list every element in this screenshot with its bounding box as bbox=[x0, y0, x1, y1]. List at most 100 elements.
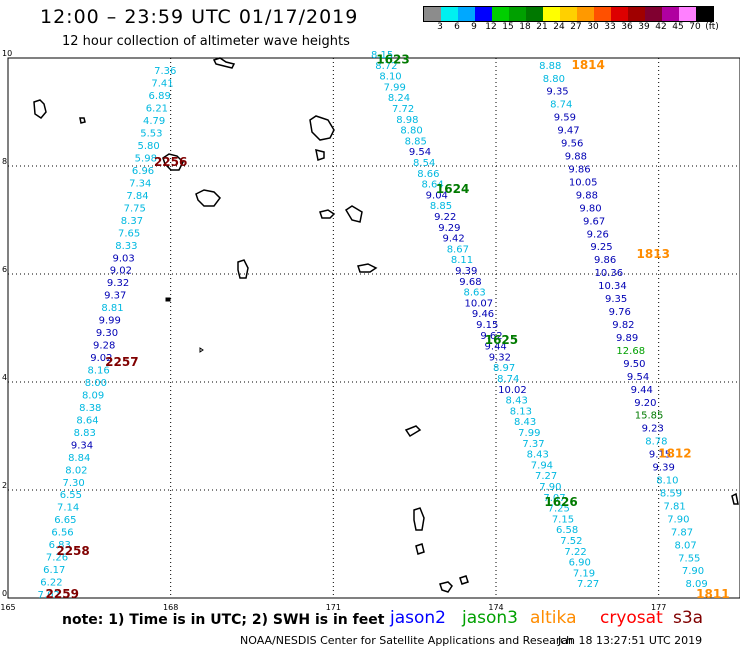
color-scale-swatch bbox=[424, 7, 441, 21]
altika-wave-height: 9.50 bbox=[623, 359, 645, 370]
jason3-wave-height: 9.44 bbox=[485, 342, 507, 353]
jason3-wave-height: 8.54 bbox=[413, 158, 435, 169]
pass-time-label: 1626 bbox=[544, 495, 577, 509]
jason3-wave-height: 9.29 bbox=[438, 223, 460, 234]
jason3-wave-height: 8.67 bbox=[447, 244, 469, 255]
jason2-wave-height: 9.28 bbox=[93, 341, 115, 352]
islands bbox=[33, 57, 739, 593]
jason2-wave-height: 7.84 bbox=[126, 191, 148, 202]
color-scale-label: 33 bbox=[604, 22, 616, 32]
island-outline bbox=[344, 205, 363, 223]
altika-wave-height: 9.25 bbox=[590, 242, 612, 253]
jason2-wave-height: 8.33 bbox=[115, 241, 137, 252]
jason2-wave-height: 6.65 bbox=[54, 515, 76, 526]
jason3-wave-height: 8.74 bbox=[497, 374, 519, 385]
altika-wave-height: 9.86 bbox=[568, 164, 590, 175]
jason3-wave-height: 8.80 bbox=[400, 126, 422, 137]
legend-jason2: jason2 bbox=[390, 608, 446, 628]
longitude-tick-label: 177 bbox=[651, 603, 666, 612]
color-scale-swatch bbox=[458, 7, 475, 21]
jason3-wave-height: 8.85 bbox=[405, 136, 427, 147]
island-outline bbox=[33, 99, 47, 119]
jason2-wave-height: 7.26 bbox=[46, 553, 68, 564]
color-scale-labels: 3 6 9 12 15 18 21 24 27 30 33 36 39 42 45 70 (ft) bbox=[423, 22, 740, 34]
altika-wave-height: 8.88 bbox=[539, 61, 561, 72]
color-scale-swatch bbox=[441, 7, 458, 21]
longitude-tick-label: 168 bbox=[163, 603, 178, 612]
jason2-wave-height: 8.38 bbox=[79, 403, 101, 414]
jason3-wave-height: 9.15 bbox=[476, 320, 498, 331]
color-scale-label: 18 bbox=[519, 22, 531, 32]
altika-wave-height: 8.78 bbox=[645, 437, 667, 448]
jason2-wave-height: 8.84 bbox=[68, 453, 90, 464]
jason2-wave-height: 7.65 bbox=[118, 228, 140, 239]
altika-wave-height: 9.47 bbox=[557, 126, 579, 137]
jason2-wave-height: 9.02 bbox=[90, 353, 112, 364]
color-scale-swatch bbox=[611, 7, 628, 21]
jason3-wave-height: 8.43 bbox=[514, 417, 536, 428]
jason3-wave-height: 7.72 bbox=[392, 104, 414, 115]
jason3-wave-height: 7.27 bbox=[535, 471, 557, 482]
legend-altika: altika bbox=[530, 608, 577, 628]
color-scale-swatch bbox=[662, 7, 679, 21]
color-scale-label: 6 bbox=[454, 22, 460, 32]
altika-wave-height: 9.44 bbox=[631, 385, 653, 396]
color-scale-swatch bbox=[594, 7, 611, 21]
pass-time-label: 1814 bbox=[571, 58, 604, 72]
color-scale-swatch bbox=[679, 7, 696, 21]
altika-wave-height: 8.74 bbox=[550, 100, 572, 111]
altika-wave-height: 9.35 bbox=[605, 294, 627, 305]
jason2-wave-height: 9.99 bbox=[99, 316, 121, 327]
jason2-wave-height: 7.02 bbox=[38, 590, 60, 601]
jason3-wave-height: 8.98 bbox=[396, 115, 418, 126]
plot-frame bbox=[7, 57, 740, 599]
altika-wave-height: 9.39 bbox=[653, 463, 675, 474]
latitude-tick-label: 8 bbox=[2, 157, 7, 166]
latitude-tick-label: 2 bbox=[2, 481, 7, 490]
jason2-wave-height: 6.17 bbox=[43, 565, 65, 576]
altika-wave-height: 8.10 bbox=[656, 476, 678, 487]
island-outline bbox=[413, 507, 425, 531]
jason3-wave-height: 7.90 bbox=[539, 482, 561, 493]
longitude-tick-label: 165 bbox=[0, 603, 15, 612]
jason3-wave-height: 8.85 bbox=[430, 201, 452, 212]
jason2-wave-height: 6.22 bbox=[40, 578, 62, 589]
graticule-grid: 165 168 171 174 177 0 2 4 6 8 10 bbox=[0, 49, 740, 612]
legend-cryosat: cryosat bbox=[600, 608, 663, 628]
altika-wave-height: 9.35 bbox=[546, 87, 568, 98]
pass-time-label: 2257 bbox=[105, 355, 138, 369]
island-outline bbox=[357, 263, 378, 273]
color-scale-label: 70 bbox=[689, 22, 701, 32]
jason2-wave-height: 5.80 bbox=[137, 141, 159, 152]
legend-s3a: s3a bbox=[673, 608, 704, 628]
jason2-wave-height: 7.34 bbox=[129, 178, 151, 189]
jason3-wave-height: 7.52 bbox=[560, 536, 582, 547]
color-scale-label: 30 bbox=[587, 22, 599, 32]
latitude-tick-label: 10 bbox=[2, 49, 12, 58]
altika-wave-height: 12.68 bbox=[616, 346, 645, 357]
jason2-wave-height: 8.81 bbox=[101, 303, 123, 314]
color-scale-swatch bbox=[696, 7, 713, 21]
jason2-wave-height: 8.37 bbox=[121, 216, 143, 227]
page-subtitle: 12 hour collection of altimeter wave hei… bbox=[62, 34, 350, 49]
jason3-wave-height: 8.11 bbox=[451, 255, 473, 266]
color-scale-label: 39 bbox=[638, 22, 650, 32]
generation-timestamp: Jan 18 13:27:51 UTC 2019 bbox=[558, 634, 703, 647]
island-outline bbox=[165, 297, 171, 302]
island-outline bbox=[237, 259, 249, 279]
jason2-wave-height: 9.32 bbox=[107, 278, 129, 289]
island-outline bbox=[731, 492, 739, 505]
color-scale-swatch bbox=[526, 7, 543, 21]
latitude-tick-label: 6 bbox=[2, 265, 7, 274]
jason2-wave-height: 8.02 bbox=[65, 465, 87, 476]
altika-wave-height: 8.09 bbox=[685, 579, 707, 590]
pass-time-labels: 2256 2257 2258 2259 1623 1624 1625 1626 1814 1813… bbox=[46, 52, 730, 601]
jason3-wave-height: 7.07 bbox=[543, 493, 565, 504]
island-outline bbox=[404, 425, 422, 438]
color-scale-swatch bbox=[492, 7, 509, 21]
jason3-wave-height: 8.10 bbox=[379, 72, 401, 83]
color-scale-swatch bbox=[560, 7, 577, 21]
pass-time-label: 1812 bbox=[658, 447, 691, 461]
pass-time-label: 1813 bbox=[637, 247, 670, 261]
